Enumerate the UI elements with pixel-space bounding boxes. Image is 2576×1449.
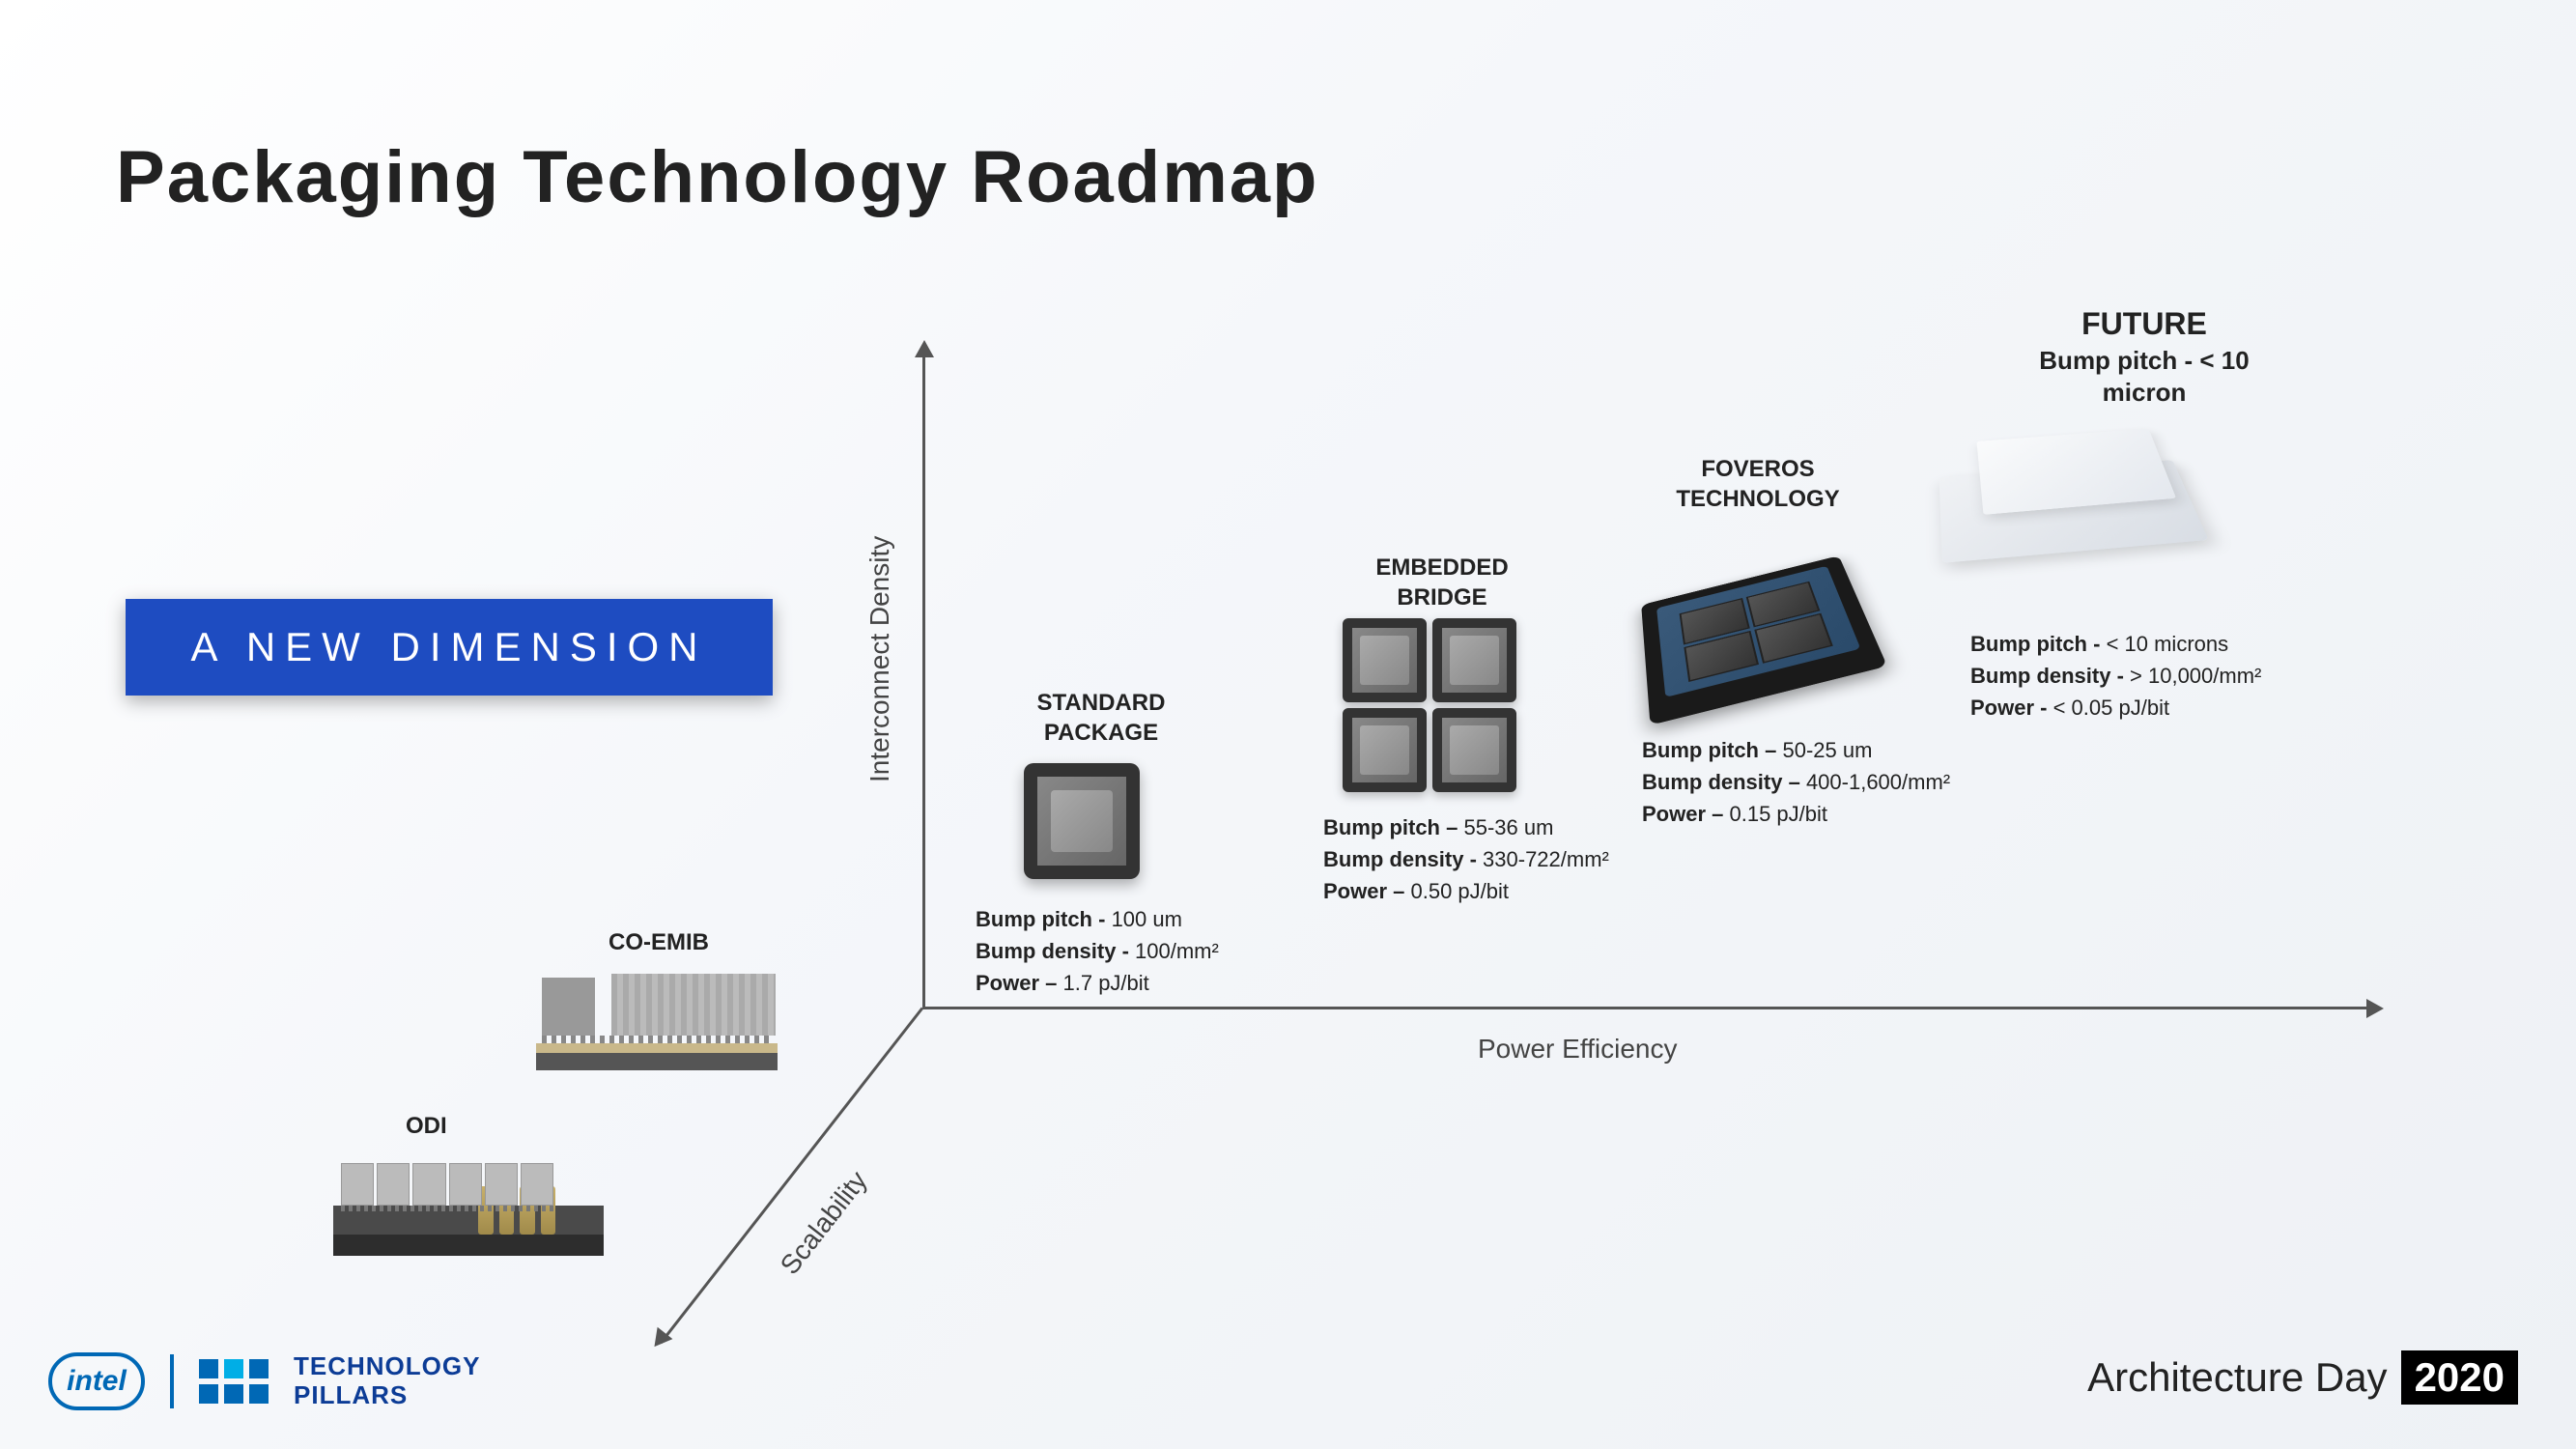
spec-label: Bump density -: [1970, 664, 2124, 688]
future-heading: FUTURE: [1999, 304, 2289, 345]
embedded-bridge-chip-icon: [1343, 618, 1516, 792]
banner-new-dimension: A NEW DIMENSION: [126, 599, 773, 696]
embedded-bridge-title: EMBEDDEDBRIDGE: [1370, 553, 1514, 612]
arrow-x-icon: [2366, 999, 2384, 1018]
future-chip-icon: [1941, 406, 2193, 580]
architecture-day-label: Architecture Day 2020: [2087, 1350, 2518, 1405]
future-specs: Bump pitch - < 10 microns Bump density -…: [1970, 628, 2261, 724]
axis-y: [922, 353, 925, 1009]
arch-day-year: 2020: [2401, 1350, 2518, 1405]
spec-label: Bump density -: [1323, 847, 1477, 871]
odi-cross-section-icon: [333, 1150, 604, 1256]
axis-z-label: Scalability: [775, 1165, 874, 1280]
spec-value: > 10,000/mm²: [2130, 664, 2261, 688]
spec-label: Bump pitch –: [1323, 815, 1458, 839]
arch-day-text: Architecture Day: [2087, 1354, 2387, 1401]
foveros-title: FOVEROSTECHNOLOGY: [1671, 454, 1845, 514]
spec-value: 0.50 pJ/bit: [1411, 879, 1510, 903]
footer: intel TECHNOLOGYPILLARS: [48, 1352, 480, 1410]
axis-x-label: Power Efficiency: [1478, 1034, 1677, 1065]
odi-title: ODI: [406, 1111, 447, 1141]
axis-x: [922, 1007, 2371, 1009]
spec-label: Power –: [976, 971, 1057, 995]
technology-pillars-icon: [199, 1359, 269, 1404]
spec-value: < 10 microns: [2107, 632, 2229, 656]
spec-value: 1.7 pJ/bit: [1063, 971, 1149, 995]
axis-y-label: Interconnect Density: [864, 536, 895, 782]
spec-value: 100 um: [1112, 907, 1182, 931]
spec-value: 400-1,600/mm²: [1806, 770, 1950, 794]
spec-label: Power –: [1323, 879, 1404, 903]
standard-package-specs: Bump pitch - 100 um Bump density - 100/m…: [976, 903, 1219, 999]
coemib-cross-section-icon: [536, 964, 778, 1070]
spec-label: Bump pitch –: [1642, 738, 1776, 762]
spec-label: Bump density -: [976, 939, 1129, 963]
spec-label: Bump pitch -: [1970, 632, 2100, 656]
spec-value: 0.15 pJ/bit: [1730, 802, 1828, 826]
coemib-title: CO-EMIB: [609, 927, 709, 957]
separator-icon: [170, 1354, 174, 1408]
spec-label: Bump density –: [1642, 770, 1800, 794]
spec-value: < 0.05 pJ/bit: [2053, 696, 2169, 720]
standard-package-chip-icon: [1024, 763, 1140, 879]
standard-package-title: STANDARDPACKAGE: [1024, 688, 1178, 748]
technology-pillars-text: TECHNOLOGYPILLARS: [294, 1352, 480, 1410]
foveros-chip-icon: [1623, 517, 1882, 749]
spec-value: 50-25 um: [1782, 738, 1872, 762]
spec-label: Bump pitch -: [976, 907, 1105, 931]
spec-label: Power –: [1642, 802, 1723, 826]
spec-label: Power -: [1970, 696, 2047, 720]
embedded-bridge-specs: Bump pitch – 55-36 um Bump density - 330…: [1323, 811, 1609, 907]
future-subtitle: Bump pitch - < 10 micron: [1999, 345, 2289, 411]
future-title: FUTURE Bump pitch - < 10 micron: [1999, 304, 2289, 410]
foveros-specs: Bump pitch – 50-25 um Bump density – 400…: [1642, 734, 1950, 830]
arrow-y-icon: [915, 340, 934, 357]
spec-value: 100/mm²: [1135, 939, 1219, 963]
spec-value: 55-36 um: [1463, 815, 1553, 839]
intel-logo-icon: intel: [48, 1352, 145, 1410]
slide-title: Packaging Technology Roadmap: [116, 135, 1318, 219]
spec-value: 330-722/mm²: [1483, 847, 1609, 871]
